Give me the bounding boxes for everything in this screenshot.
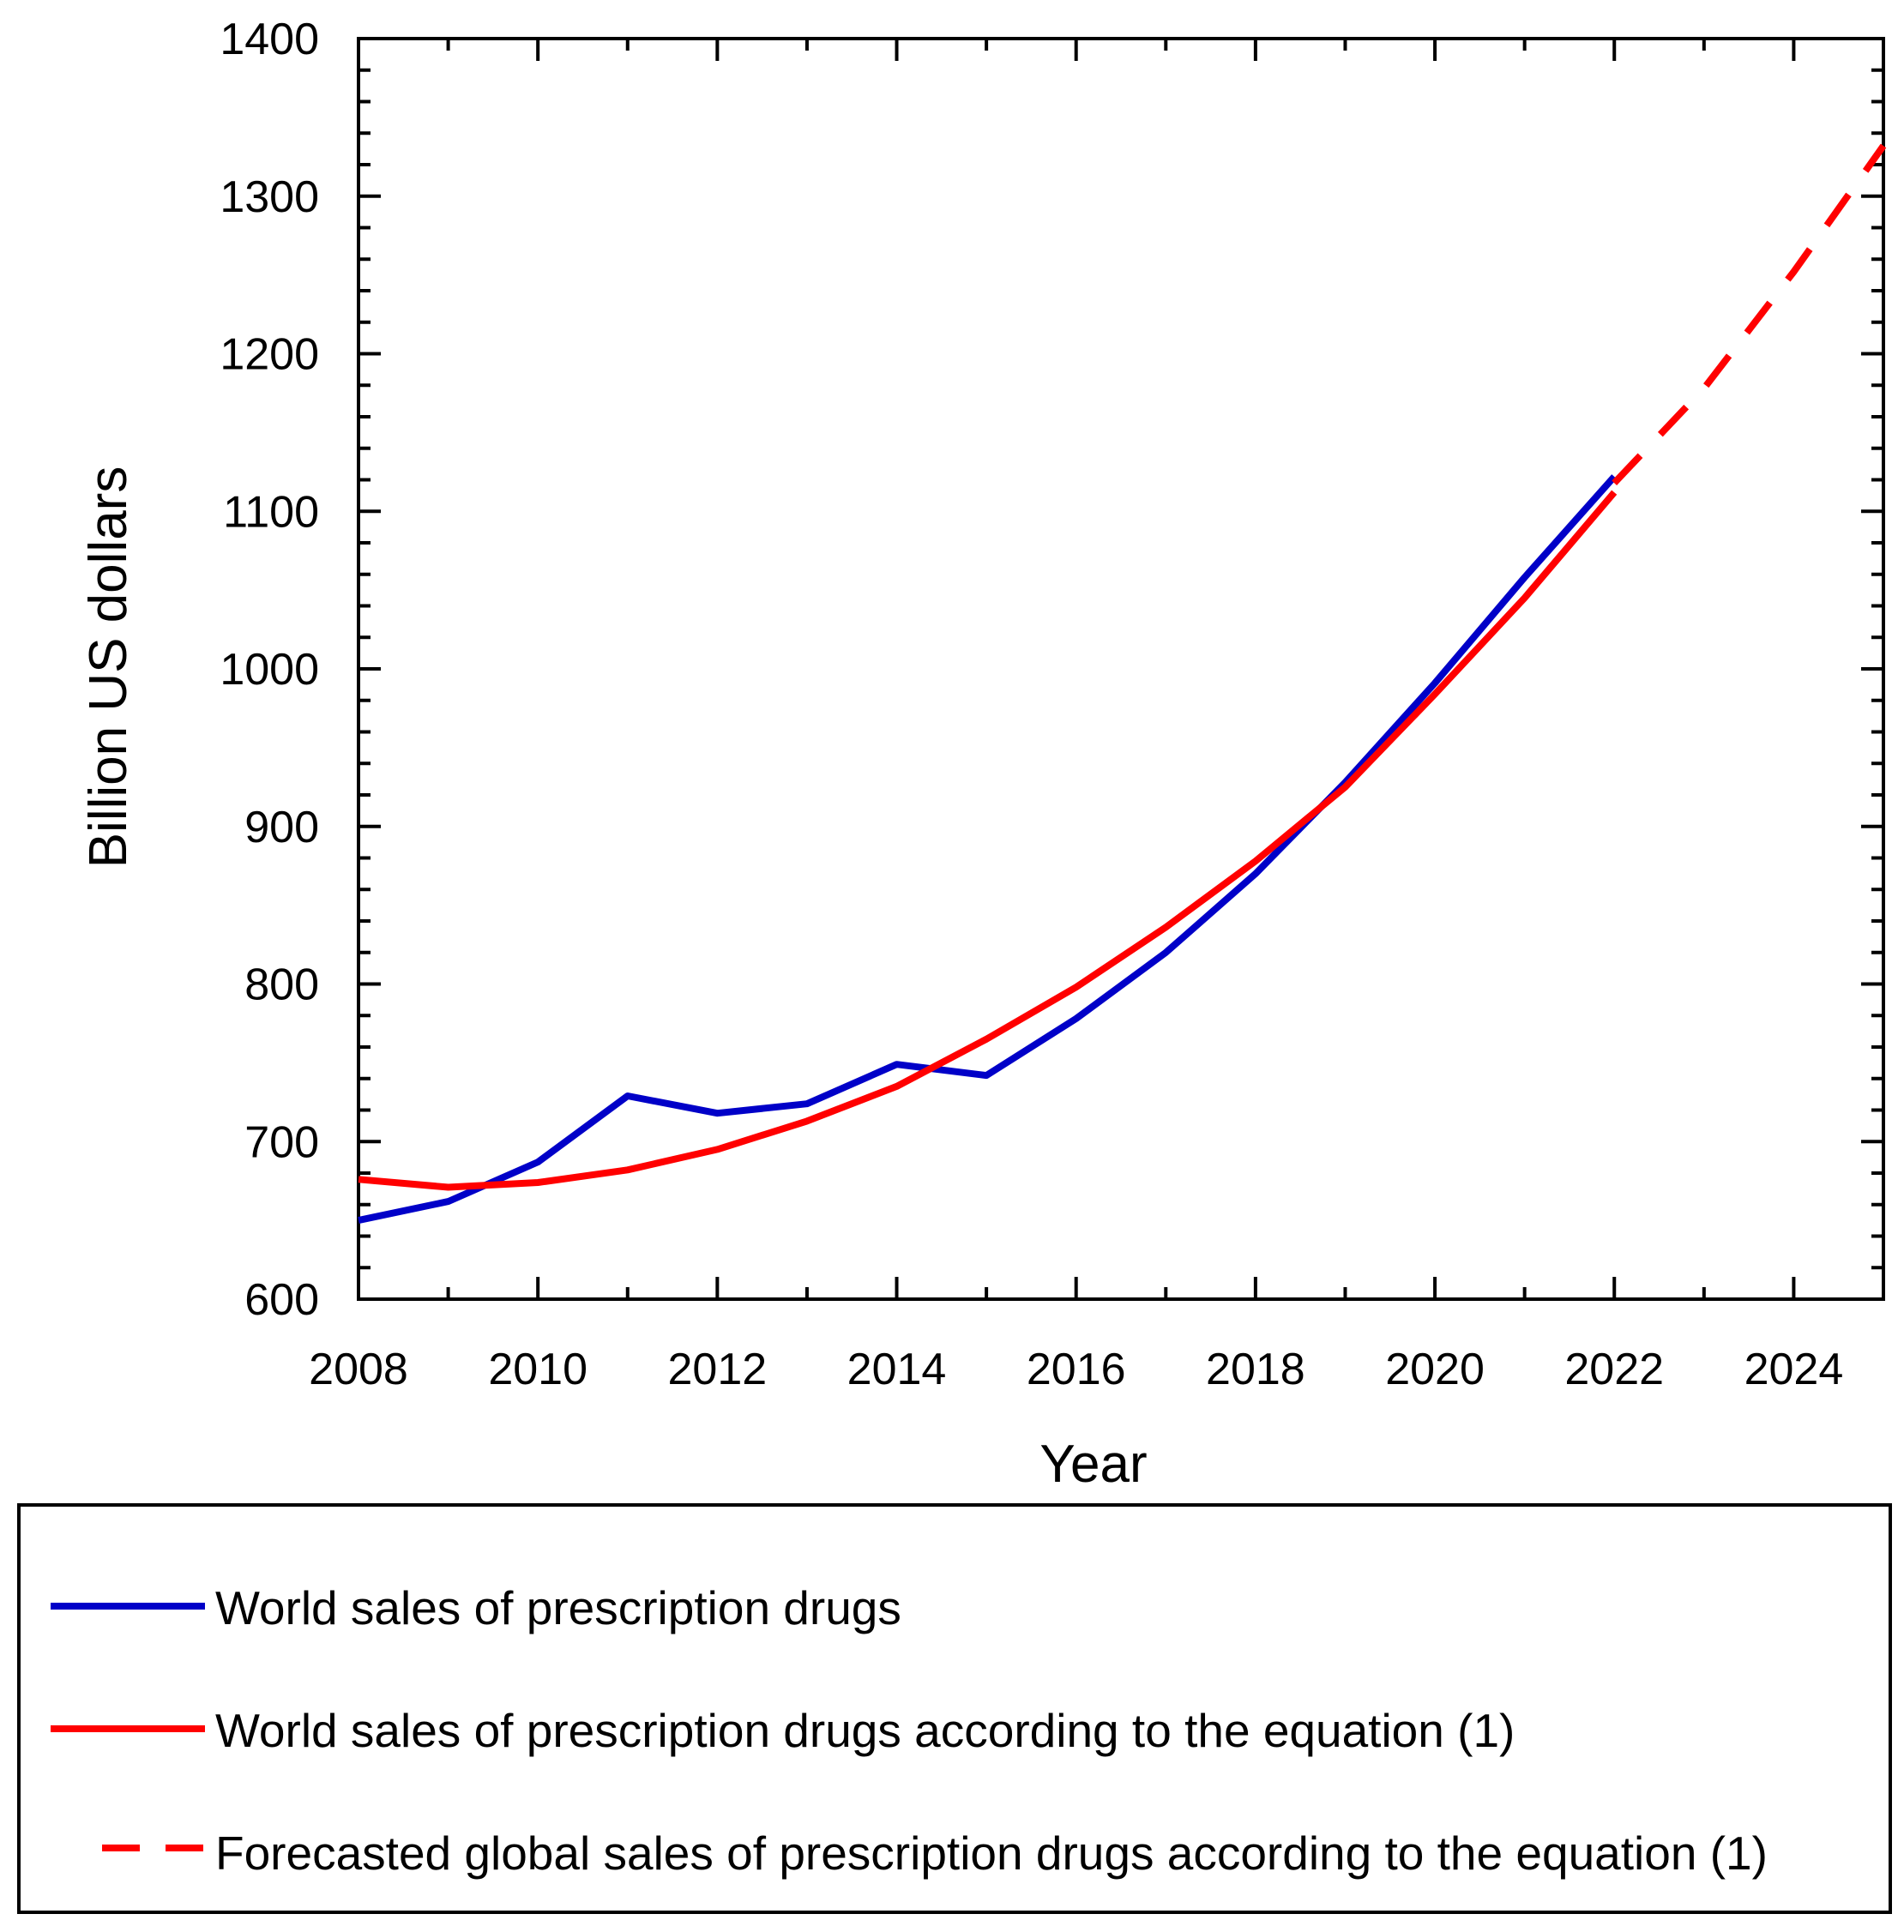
legend: World sales of prescription drugs World … [17, 1503, 1892, 1914]
y-axis-title: Billion US dollars [79, 466, 138, 869]
x-tick-label: 2008 [309, 1345, 408, 1394]
y-tick-label: 900 [244, 803, 319, 852]
x-tick-label: 2020 [1385, 1345, 1485, 1394]
y-tick-label: 800 [244, 960, 319, 1010]
y-tick-label: 600 [244, 1275, 319, 1325]
x-tick-label: 2012 [668, 1345, 768, 1394]
series-layer [358, 143, 1887, 1225]
y-axis: 600 700 800 900 1000 1100 1200 1300 1400 [220, 15, 1883, 1325]
legend-label-forecast: Forecasted global sales of prescription … [215, 1827, 1768, 1880]
y-tick-label: 1300 [220, 172, 319, 222]
series-line-2 [1612, 143, 1887, 485]
x-tick-label: 2024 [1744, 1345, 1844, 1394]
x-axis-title: Year [1039, 1435, 1147, 1494]
x-tick-label: 2014 [847, 1345, 947, 1394]
y-tick-label: 1000 [220, 645, 319, 695]
x-tick-label: 2022 [1564, 1345, 1664, 1394]
x-axis: 2008 2010 2012 2014 2016 2018 2020 2022 2024 [309, 39, 1885, 1394]
x-tick-label: 2018 [1206, 1345, 1305, 1394]
legend-label-world-sales: World sales of prescription drugs [215, 1581, 901, 1634]
x-tick-label: 2016 [1027, 1345, 1126, 1394]
y-tick-label: 1400 [220, 15, 319, 64]
line-chart: 600 700 800 900 1000 1100 1200 1300 1400 2008 201… [79, 15, 1887, 1494]
series-line-0 [358, 474, 1618, 1225]
legend-swatch-world-sales [51, 1603, 205, 1610]
y-tick-label: 1200 [220, 330, 319, 380]
legend-label-equation: World sales of prescription drugs accord… [215, 1704, 1515, 1757]
y-tick-label: 700 [244, 1117, 319, 1167]
plot-area [357, 37, 1885, 1301]
legend-swatch-equation [51, 1725, 205, 1732]
series-line-1 [358, 490, 1618, 1191]
plot-frame [357, 37, 1885, 1301]
x-tick-label: 2010 [488, 1345, 587, 1394]
y-tick-label: 1100 [223, 487, 319, 537]
legend-swatch-forecast [102, 1845, 205, 1851]
